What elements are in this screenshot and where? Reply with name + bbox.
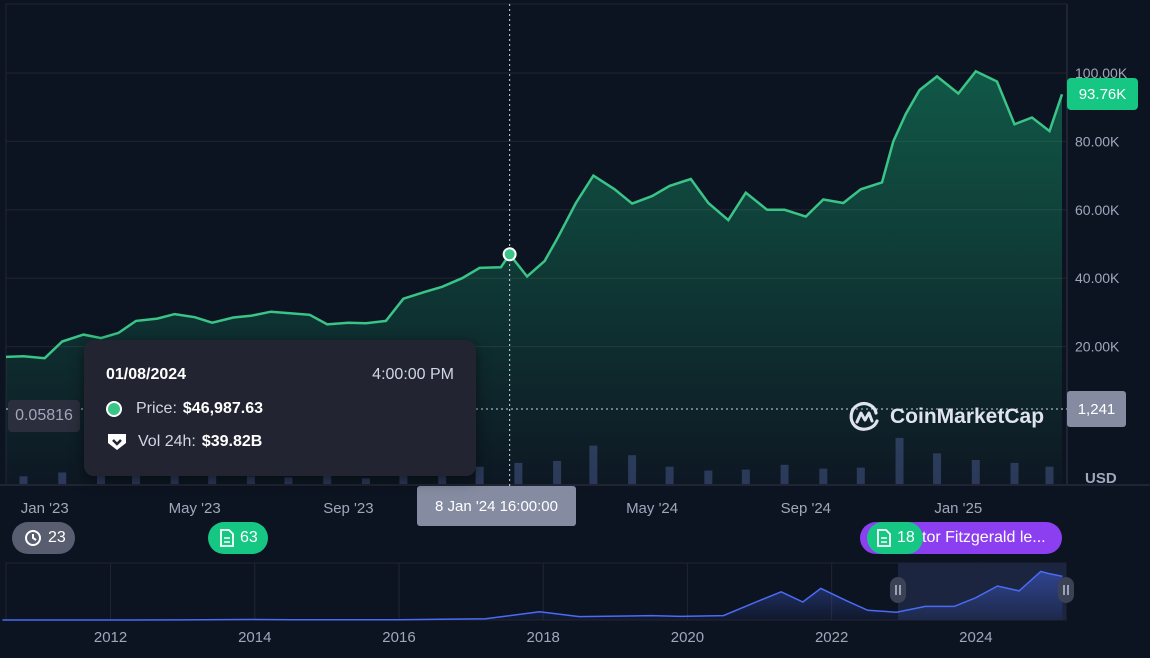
navigator-tick-label: 2014 xyxy=(238,629,271,646)
tooltip-price-row: Price: $46,987.63 xyxy=(106,400,263,418)
history-count: 23 xyxy=(48,529,66,546)
navigator-tick-label: 2012 xyxy=(94,629,127,646)
y-axis-labels: 20.00K 40.00K 60.00K 80.00K 100.00K xyxy=(1075,65,1128,355)
y-tick-label: 80.00K xyxy=(1075,133,1120,149)
watermark: CoinMarketCap xyxy=(848,400,1044,434)
volume-shield-icon xyxy=(108,434,126,450)
tooltip-time: 4:00:00 PM xyxy=(372,366,454,383)
x-tick-label: Jan '23 xyxy=(21,500,69,517)
watermark-text: CoinMarketCap xyxy=(890,405,1045,428)
x-tick-label: Jan '25 xyxy=(934,500,982,517)
y-tick-label: 60.00K xyxy=(1075,202,1120,218)
tooltip-volume-label: Vol 24h: xyxy=(138,433,196,450)
x-tick-label: Sep '24 xyxy=(781,500,831,517)
navigator-tick-label: 2018 xyxy=(527,629,560,646)
news-count-1: 63 xyxy=(240,529,258,546)
x-axis-labels: Jan '23 May '23 Sep '23 May '24 Sep '24 Jan '… xyxy=(21,500,982,517)
history-events-marker[interactable]: 23 xyxy=(12,522,75,554)
navigator-handle-right[interactable] xyxy=(1058,577,1074,603)
y-tick-label: 100.00K xyxy=(1075,65,1128,81)
news-marker-may-23[interactable]: 63 xyxy=(208,522,268,554)
navigator-tick-label: 2016 xyxy=(382,629,415,646)
navigator[interactable]: 2012 2014 2016 2018 2020 2022 2024 xyxy=(2,562,1074,646)
left-scale-label: 0.05816 xyxy=(8,400,80,432)
current-price-badge: 93.76K xyxy=(1067,78,1138,110)
document-icon xyxy=(877,529,891,547)
navigator-tick-label: 2024 xyxy=(959,629,992,646)
tooltip-date: 01/08/2024 xyxy=(106,366,187,383)
navigator-tick-label: 2020 xyxy=(671,629,704,646)
y-tick-label: 20.00K xyxy=(1075,339,1120,355)
coinmarketcap-logo-icon xyxy=(849,401,879,431)
currency-label: USD xyxy=(1085,470,1117,487)
news-count-2: 18 xyxy=(897,529,915,546)
price-dot-icon xyxy=(106,401,122,417)
navigator-frame xyxy=(5,562,1067,621)
hover-point xyxy=(502,247,517,262)
tooltip-price-value: $46,987.63 xyxy=(182,400,263,417)
history-clock-icon xyxy=(25,530,41,546)
x-tick-label: Sep '23 xyxy=(323,500,373,517)
tooltip-volume-value: $39.82B xyxy=(201,433,263,450)
x-tick-label: May '23 xyxy=(169,500,221,517)
navigator-line xyxy=(2,570,1063,621)
tooltip-price-label: Price: xyxy=(136,400,177,417)
navigator-area xyxy=(2,571,1063,620)
tooltip-volume-row: Vol 24h: $39.82B xyxy=(106,432,262,452)
document-icon xyxy=(220,529,234,547)
navigator-handle-left[interactable] xyxy=(889,577,906,603)
price-line xyxy=(5,69,1064,360)
crosshair-date-badge: 8 Jan '24 16:00:00 xyxy=(417,486,576,526)
y-tick-label: 40.00K xyxy=(1075,270,1120,286)
navigator-tick-label: 2022 xyxy=(815,629,848,646)
news-marker-jan-25[interactable]: 18 xyxy=(867,522,923,554)
x-tick-label: May '24 xyxy=(626,500,678,517)
crosshair-value-badge: 1,241 xyxy=(1067,391,1126,427)
hover-tooltip: 01/08/2024 4:00:00 PM Price: $46,987.63 … xyxy=(84,340,476,476)
news-headline: tor Fitzgerald le... xyxy=(922,529,1046,546)
